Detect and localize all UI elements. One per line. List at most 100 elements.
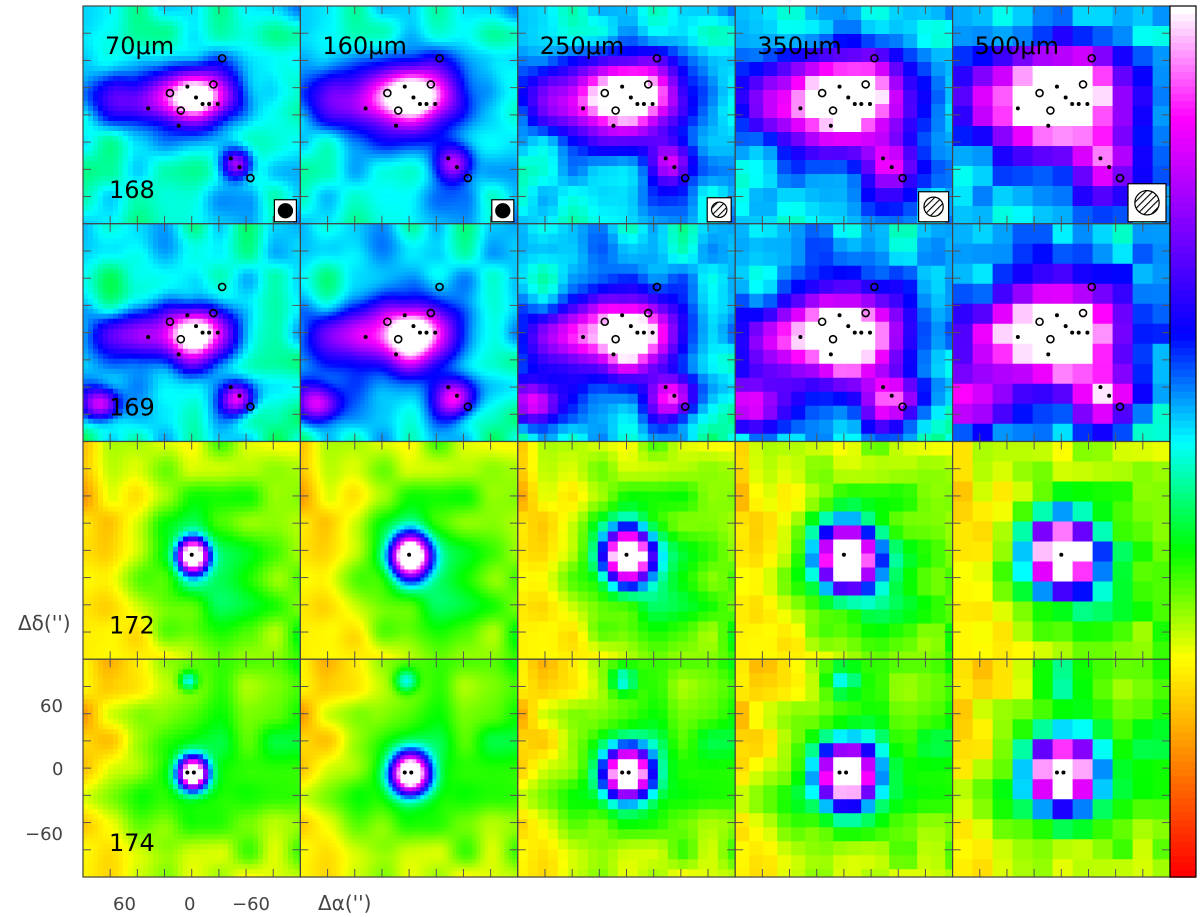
source-marker [394, 123, 399, 128]
source-marker [1054, 84, 1059, 89]
source-marker [454, 165, 459, 170]
source-marker [1046, 334, 1055, 344]
source-marker [237, 165, 242, 170]
source-marker [1076, 330, 1081, 335]
panel-174-4 [951, 658, 1171, 878]
x-tick-label-0: 0 [184, 894, 195, 915]
source-marker [581, 106, 586, 111]
panel-168-0: 70μm 168 [82, 5, 301, 225]
source-marker [217, 282, 227, 292]
source-marker [433, 101, 438, 106]
panel-168-2: 250μm [517, 5, 736, 225]
y-tick-label-minus60: −60 [25, 824, 63, 845]
source-marker [363, 334, 368, 339]
panel-168-3: 350μm [734, 5, 954, 225]
source-marker [446, 156, 451, 161]
source-marker [828, 334, 838, 344]
source-marker [194, 95, 199, 100]
source-marker [463, 402, 473, 411]
source-marker [1015, 106, 1020, 111]
source-marker [1098, 156, 1103, 161]
source-marker [870, 282, 879, 292]
source-marker [185, 313, 190, 318]
source-marker [1054, 770, 1059, 775]
source-marker [611, 106, 620, 115]
source-marker [191, 770, 196, 775]
panel-174-2 [517, 658, 736, 878]
source-marker [620, 84, 625, 89]
panel-169-3 [734, 223, 954, 443]
source-marker [246, 402, 255, 411]
source-marker [643, 308, 653, 318]
beam-icon [1134, 189, 1160, 216]
y-tick-label-60: 60 [40, 696, 63, 717]
source-marker [1059, 552, 1064, 557]
source-marker [207, 330, 212, 335]
source-marker [867, 330, 872, 335]
source-marker [841, 552, 846, 557]
source-marker [402, 84, 407, 89]
source-marker [828, 106, 838, 115]
source-marker [1078, 80, 1088, 89]
panel-172-3 [734, 440, 954, 660]
source-marker [817, 88, 827, 98]
source-marker [1076, 101, 1081, 106]
source-marker [407, 552, 412, 557]
source-marker [867, 101, 872, 106]
y-axis-label: Δδ('') [18, 611, 71, 635]
source-marker [1063, 324, 1068, 329]
source-marker [176, 352, 181, 357]
source-marker [620, 770, 625, 775]
source-marker [1046, 352, 1051, 357]
source-marker [1054, 313, 1059, 318]
source-marker [393, 106, 403, 115]
source-marker [837, 313, 842, 318]
colorbar [1169, 5, 1197, 878]
source-marker [624, 552, 629, 557]
source-marker [844, 770, 849, 775]
beam-icon [710, 201, 728, 219]
source-marker [209, 308, 218, 318]
source-marker [363, 106, 368, 111]
source-marker [581, 334, 586, 339]
source-marker [446, 385, 451, 390]
source-marker [600, 88, 610, 98]
panel-174-1 [299, 658, 519, 878]
row-id-label: 169 [109, 394, 155, 422]
source-marker [176, 123, 181, 128]
source-marker [1046, 123, 1051, 128]
source-marker [652, 282, 662, 292]
source-marker [1046, 106, 1055, 115]
source-marker [463, 173, 473, 183]
source-marker [628, 324, 633, 329]
source-marker [881, 156, 886, 161]
panel-169-1 [299, 223, 519, 443]
source-marker [652, 53, 662, 63]
panel-172-0: 172 [82, 440, 301, 660]
source-marker [176, 106, 186, 115]
source-marker [628, 95, 633, 100]
source-marker [837, 84, 842, 89]
source-marker [663, 156, 668, 161]
source-marker [600, 317, 610, 327]
beam-icon [495, 203, 511, 219]
source-marker [680, 402, 690, 411]
wavelength-label: 70μm [105, 32, 174, 60]
source-marker [611, 334, 620, 344]
source-marker [889, 165, 894, 170]
source-marker [889, 393, 894, 398]
source-marker [798, 106, 803, 111]
source-marker [1085, 101, 1090, 106]
source-marker [402, 313, 407, 318]
source-marker [185, 770, 190, 775]
source-marker [846, 95, 851, 100]
source-marker [209, 80, 218, 89]
panel-169-2 [517, 223, 736, 443]
source-marker [635, 330, 640, 335]
source-marker [1107, 165, 1112, 170]
source-marker [828, 123, 833, 128]
source-marker [1035, 317, 1044, 327]
source-marker [620, 313, 625, 318]
panel-168-4: 500μm [951, 5, 1171, 225]
